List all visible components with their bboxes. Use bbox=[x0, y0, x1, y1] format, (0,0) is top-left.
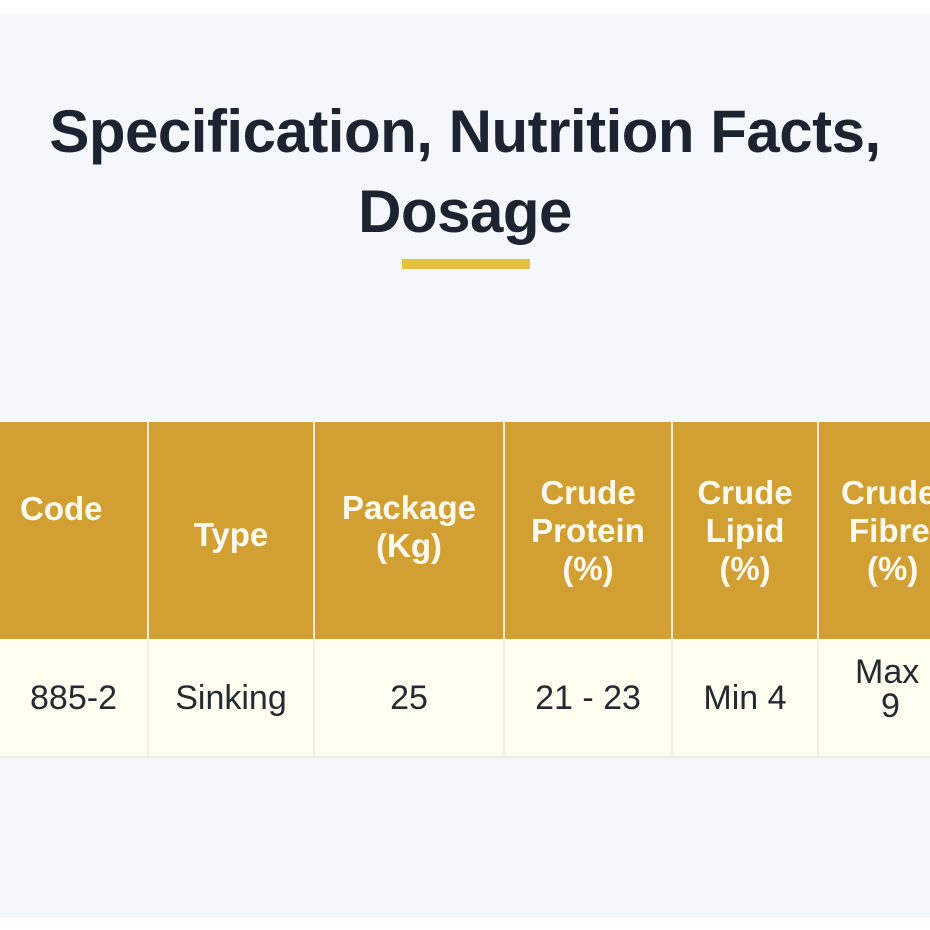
cell-crude-fibre-line-1: Max bbox=[855, 652, 920, 691]
cell-crude-protein: 21 - 23 bbox=[504, 639, 673, 758]
column-header-crude-lipid-line-3: (%) bbox=[719, 549, 771, 587]
cell-crude-fibre-line-2: 9 bbox=[881, 686, 900, 725]
column-header-crude-fibre: Crude Fibre (%) bbox=[818, 422, 930, 639]
column-header-crude-protein-line-2: Protein bbox=[531, 511, 645, 549]
column-header-crude-protein: Crude Protein (%) bbox=[504, 422, 673, 639]
title-underline-accent bbox=[402, 259, 530, 269]
page-background: Specification, Nutrition Facts, Dosage C… bbox=[0, 14, 930, 918]
column-header-code-label: Code bbox=[20, 490, 103, 527]
column-header-package-line-2: (Kg) bbox=[376, 526, 442, 564]
column-header-code: Code bbox=[0, 422, 149, 639]
column-header-type: Type bbox=[148, 422, 315, 639]
cell-package: 25 bbox=[314, 639, 505, 758]
cell-code: 885-2 bbox=[0, 639, 149, 758]
column-header-type-label: Type bbox=[193, 515, 269, 553]
column-header-crude-lipid-line-1: Crude bbox=[697, 473, 793, 511]
page-title-line-1: Specification, Nutrition Facts, bbox=[49, 98, 881, 165]
table-header-row: Code Type Package (Kg) Crude Protein (%)… bbox=[0, 422, 930, 639]
column-header-package: Package (Kg) bbox=[314, 422, 505, 639]
table-row: 885-2 Sinking 25 21 - 23 Min 4 Max 9 bbox=[0, 639, 930, 758]
column-header-package-line-1: Package bbox=[342, 488, 476, 526]
cell-type: Sinking bbox=[148, 639, 315, 758]
column-header-crude-fibre-line-1: Crude bbox=[841, 473, 930, 511]
cell-crude-lipid: Min 4 bbox=[672, 639, 819, 758]
cell-crude-fibre: Max 9 bbox=[818, 639, 930, 758]
column-header-crude-fibre-line-2: Fibre bbox=[849, 511, 930, 549]
column-header-crude-protein-line-1: Crude bbox=[540, 473, 636, 511]
page-title-line-2: Dosage bbox=[358, 178, 572, 245]
column-header-crude-protein-line-3: (%) bbox=[562, 549, 614, 587]
column-header-crude-fibre-line-3: (%) bbox=[867, 549, 919, 587]
column-header-crude-lipid-line-2: Lipid bbox=[705, 511, 785, 549]
specification-table: Code Type Package (Kg) Crude Protein (%)… bbox=[0, 422, 930, 758]
column-header-crude-lipid: Crude Lipid (%) bbox=[672, 422, 819, 639]
page-title: Specification, Nutrition Facts, Dosage bbox=[0, 92, 930, 252]
